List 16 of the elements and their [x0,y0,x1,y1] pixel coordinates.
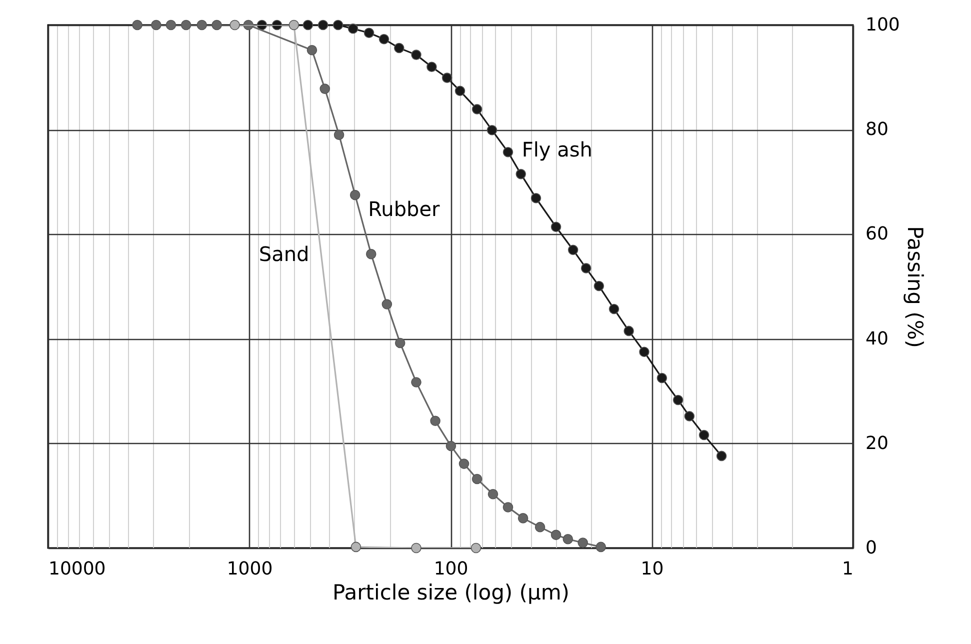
x-tick-label: 100 [434,558,468,580]
y-axis-title: Passing (%) [902,226,927,348]
y-tick-label: 20 [866,432,888,454]
y-tick-label: 40 [866,328,888,350]
x-tick-label: 1000 [226,558,273,580]
y-tick-label: 80 [866,119,888,140]
y-tick-label: 100 [866,14,900,36]
series-label: Fly ash [522,138,592,162]
y-tick-label: 0 [866,538,877,558]
y-tick-label: 60 [866,224,888,245]
x-tick-label: 1 [842,558,854,580]
series-label: Sand [258,242,310,266]
x-tick-label: 10 [640,558,664,580]
x-axis-title: Particle size (log) (µm) [332,580,570,604]
x-tick-label: 10000 [48,558,106,580]
series-label: Rubber [368,197,441,222]
